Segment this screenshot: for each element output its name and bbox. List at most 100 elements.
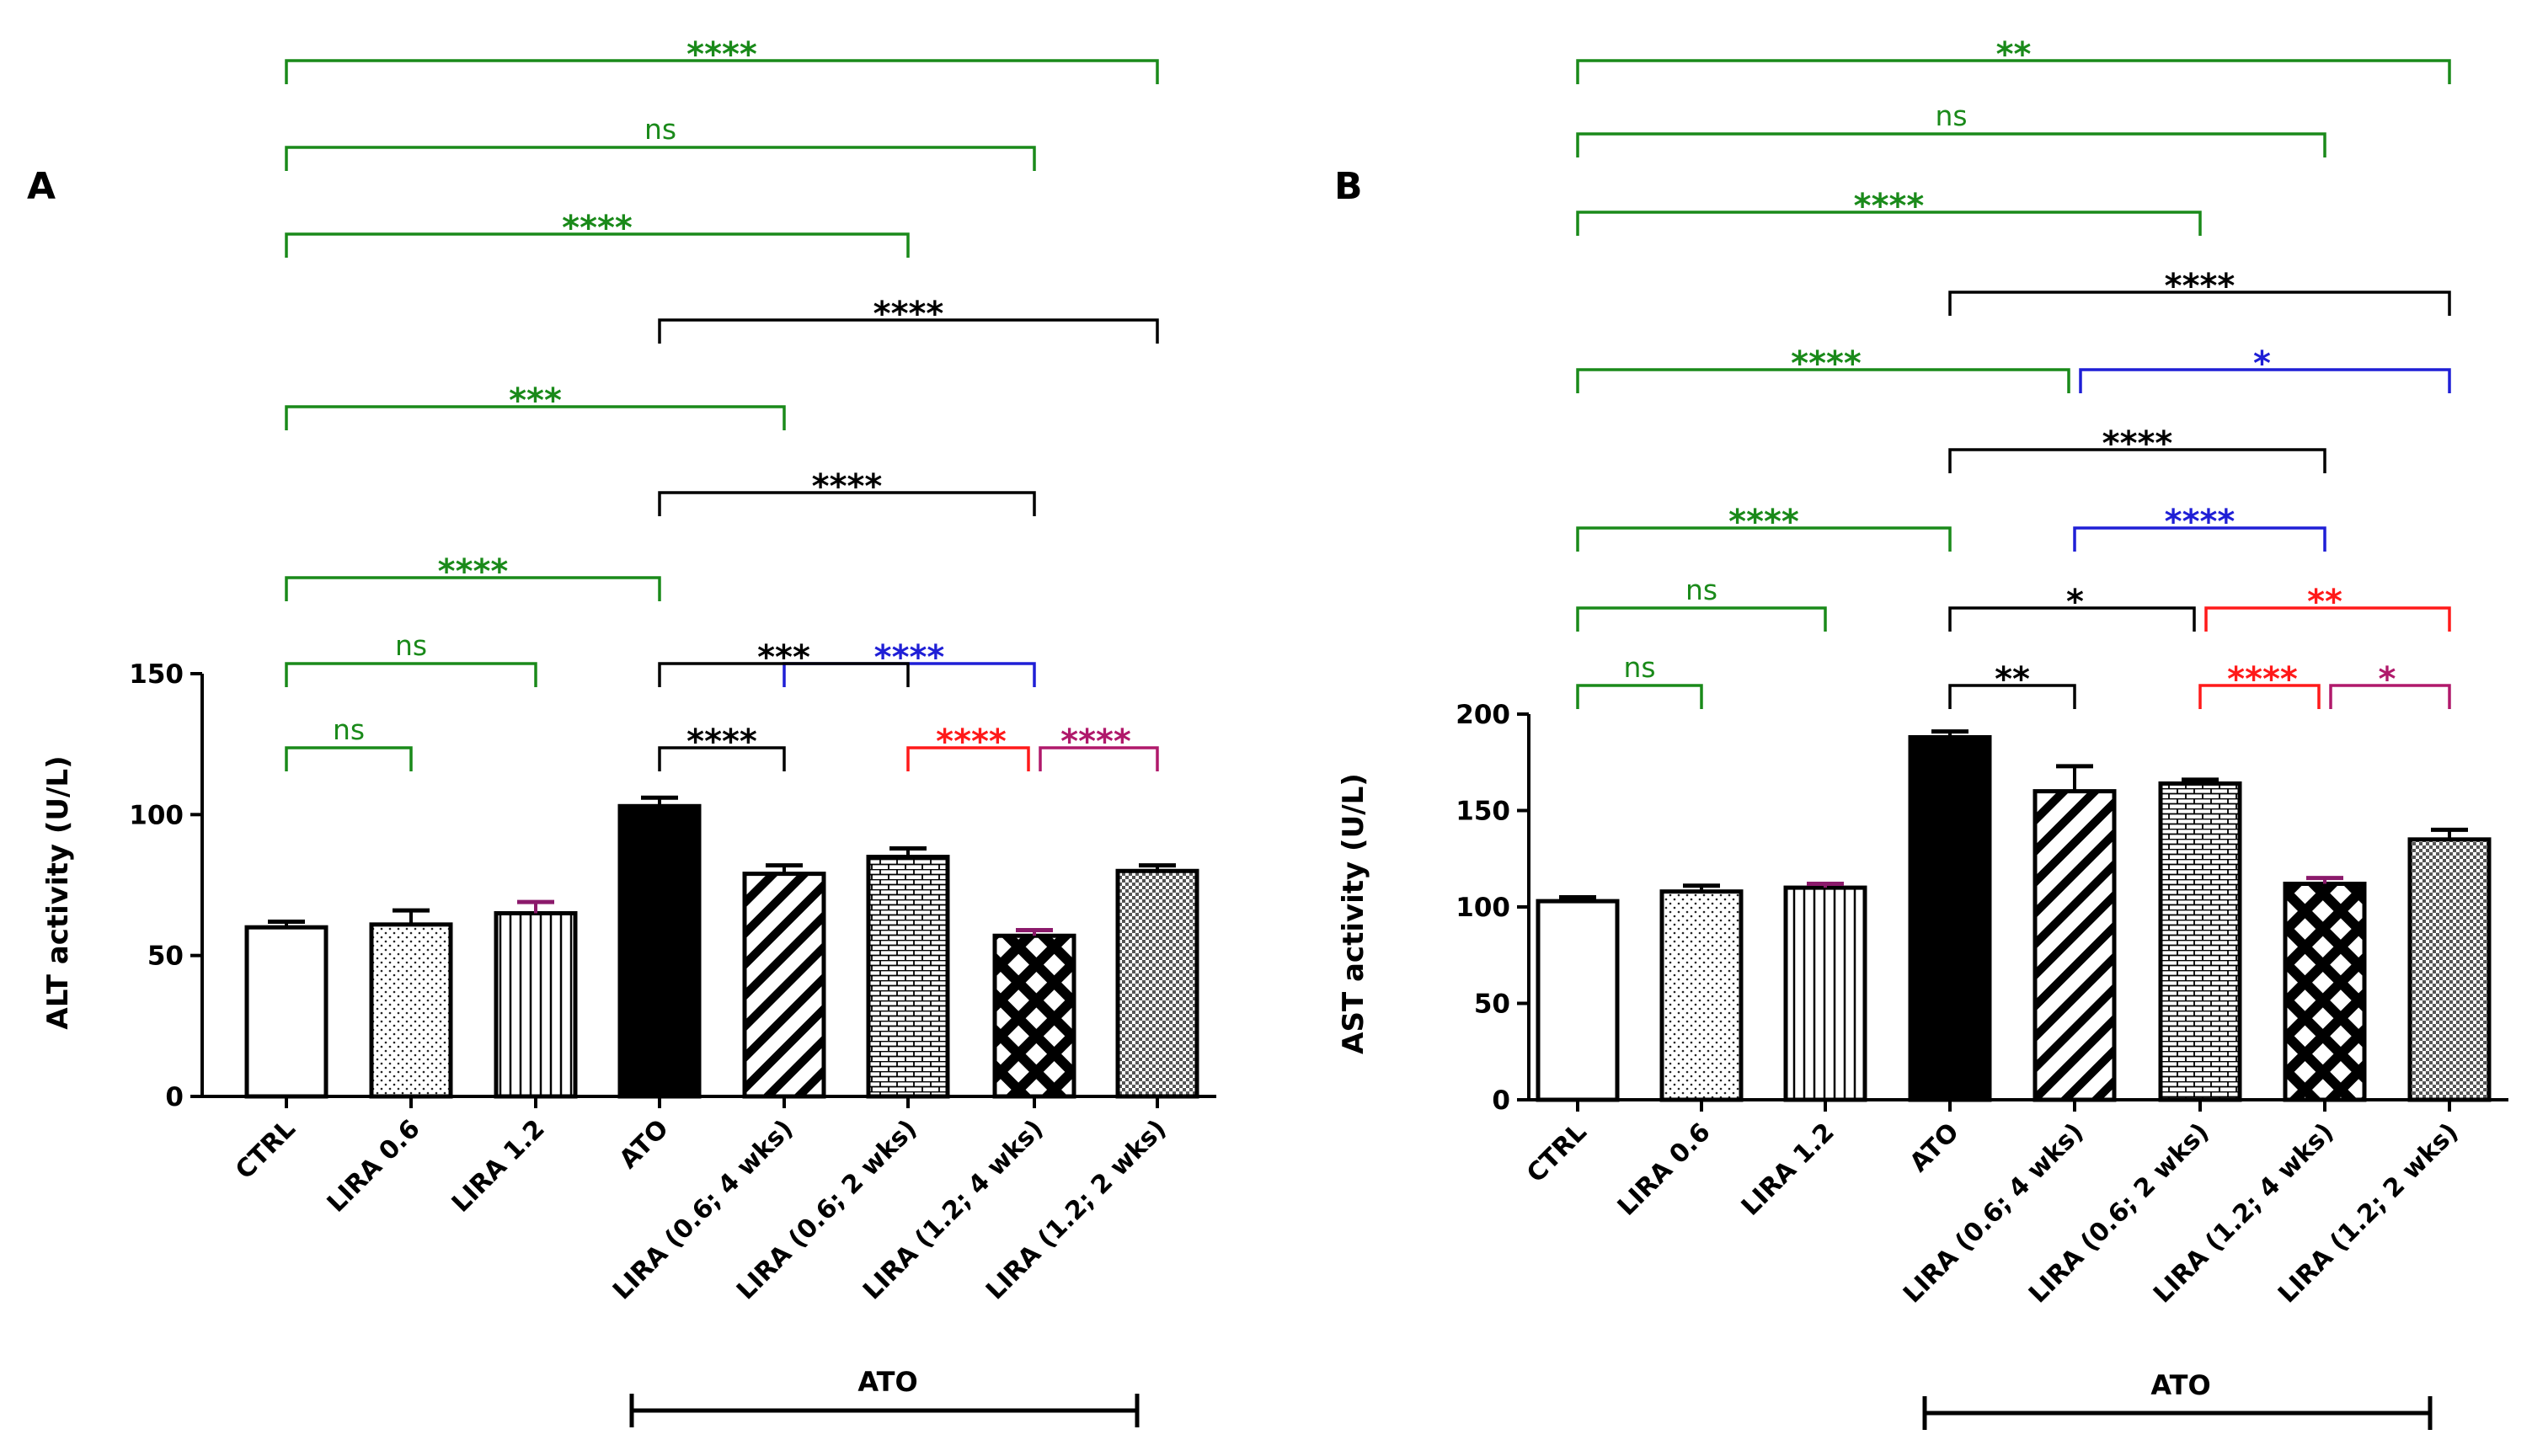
significance-bracket [1948,606,2196,632]
significance-label: * [2379,660,2396,699]
bar [742,872,826,1099]
significance-bracket [1576,684,1703,709]
bar [369,922,453,1099]
significance-bracket [1576,211,2202,236]
significance-bracket [285,576,661,601]
significance-bracket [1576,526,1952,552]
significance-label: **** [686,35,757,74]
significance-label: **** [936,723,1007,761]
panel-a-letter: A [27,165,56,208]
significance-bracket [285,146,1036,171]
significance-label: **** [1728,503,1799,541]
bar [1908,734,1992,1102]
significance-bracket [658,318,1159,344]
significance-bracket [2204,606,2451,632]
x-tick-label: LIRA 0.6 [322,1114,426,1219]
significance-bracket [285,59,1159,84]
significance-label: **** [1060,723,1131,761]
significance-label: *** [757,638,810,677]
significance-label: ns [644,113,676,146]
significance-label: **** [2165,503,2236,541]
y-tick-label: 150 [129,659,184,690]
significance-label: ** [1995,660,2030,699]
bar [617,803,702,1099]
x-tick-label: CTRL [230,1114,302,1186]
bar [2033,789,2117,1102]
panel-b-ylabel: AST activity (U/L) [1337,773,1370,1054]
significance-label: ** [1996,35,2032,74]
group-bracket-label: ATO [2150,1369,2210,1401]
significance-label: ns [333,713,365,746]
significance-bracket [285,746,413,771]
x-tick-label: ATO [1904,1117,1965,1178]
significance-bracket [906,746,1030,771]
x-tick-label: ATO [614,1114,675,1175]
x-tick-label: LIRA 1.2 [1736,1117,1840,1222]
significance-label: **** [438,552,509,591]
significance-bracket [1039,746,1159,771]
y-tick-label: 200 [1456,700,1510,730]
significance-bracket [658,746,786,771]
bar [1115,868,1199,1099]
panel-b-letter: B [1334,165,1363,208]
significance-label: * [2066,583,2084,621]
significance-label: **** [562,209,633,248]
panel-a-ylabel: ALT activity (U/L) [41,755,75,1029]
significance-bracket [285,662,537,687]
significance-bracket [285,405,786,430]
y-tick-label: 50 [147,941,184,972]
bar [2283,882,2367,1102]
significance-label: ns [1935,99,1967,132]
y-tick-label: 50 [1474,989,1510,1020]
significance-bracket [1576,368,2070,393]
significance-bracket [1576,606,1827,632]
bar [1659,889,1744,1102]
significance-bracket [1948,684,2076,709]
group-bracket [1922,1396,2433,1430]
bar [866,855,950,1099]
significance-bracket [1576,59,2451,84]
significance-label: **** [1854,187,1925,226]
x-tick-label: LIRA 1.2 [446,1114,551,1219]
y-tick-label: 100 [1456,893,1510,923]
significance-bracket [658,662,910,687]
significance-label: ns [395,629,427,662]
bar [992,933,1076,1099]
significance-label: **** [686,723,757,761]
significance-bracket [2073,526,2326,552]
bar [1536,899,1620,1102]
significance-label: **** [2102,424,2173,463]
x-tick-label: LIRA 0.6 [1612,1117,1717,1222]
y-tick-label: 100 [129,800,184,830]
significance-bracket [1576,132,2326,157]
significance-label: ns [1623,651,1655,684]
x-tick-label: CTRL [1521,1117,1593,1189]
bar [2407,837,2492,1102]
group-bracket [629,1394,1140,1427]
bar [2158,781,2242,1102]
significance-bracket [2329,684,2451,709]
y-tick-label: 0 [165,1082,184,1112]
significance-label: **** [873,295,944,333]
significance-label: **** [812,467,883,506]
bar [244,925,329,1099]
significance-label: * [2253,344,2271,383]
significance-bracket [658,491,1036,516]
significance-label: *** [509,381,562,420]
significance-label: **** [2165,267,2236,306]
y-tick-label: 150 [1456,797,1510,827]
significance-label: ** [2307,583,2342,621]
significance-label: ns [1685,573,1717,606]
significance-bracket [1948,448,2326,473]
group-bracket-label: ATO [857,1366,917,1398]
significance-bracket [285,232,910,258]
significance-bracket [2079,368,2451,393]
bar [1783,885,1867,1102]
significance-bracket [1948,291,2451,316]
significance-bracket [2198,684,2321,709]
significance-label: **** [1791,344,1862,383]
significance-label: **** [2227,660,2298,699]
